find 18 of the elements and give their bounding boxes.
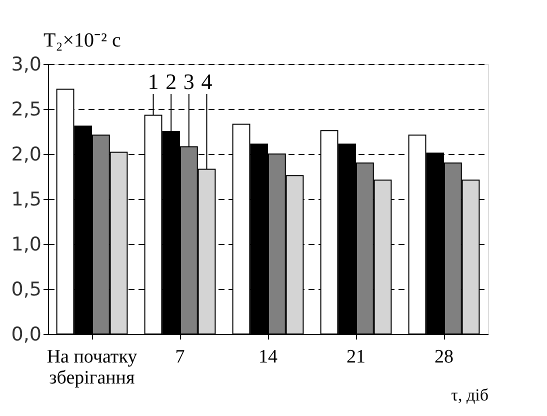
x-tick-label: 7	[175, 346, 185, 368]
y-axis-title: T₂×10⁻² c	[44, 30, 121, 52]
y-tick-label: 1,5	[11, 188, 42, 210]
y-tick-label: 0,0	[11, 324, 42, 346]
x-tick-label: 21	[346, 346, 366, 368]
x-tick-label: На початку зберігання	[46, 346, 138, 388]
text: 4	[201, 69, 212, 94]
y-tick-label: 0,5	[11, 278, 42, 300]
x-tick-label: 28	[434, 346, 454, 368]
y-tick-label: 1,0	[11, 234, 42, 256]
y-tick-label: 2,5	[11, 98, 42, 120]
x-tick-label: 14	[258, 346, 278, 368]
y-tick-label: 2,0	[11, 144, 42, 166]
y-tick-label: 3,0	[11, 54, 42, 76]
text: 3	[183, 69, 194, 94]
x-axis-title: τ, діб	[451, 386, 488, 404]
series-label: 2	[166, 69, 177, 94]
series-label: 1	[148, 69, 159, 94]
